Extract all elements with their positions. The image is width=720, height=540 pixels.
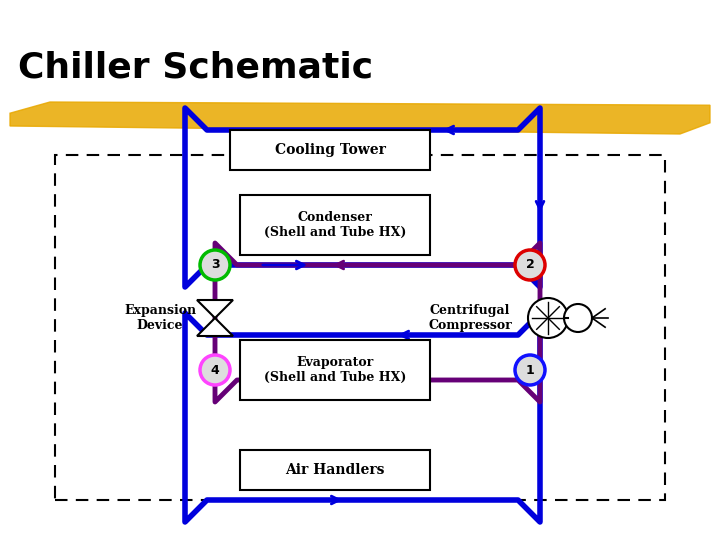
Bar <box>240 195 430 255</box>
Text: Condenser
(Shell and Tube HX): Condenser (Shell and Tube HX) <box>264 211 406 239</box>
Circle shape <box>528 298 568 338</box>
Circle shape <box>564 304 592 332</box>
Text: Centrifugal
Compressor: Centrifugal Compressor <box>428 304 512 332</box>
Bar <box>240 340 430 400</box>
Polygon shape <box>197 300 233 318</box>
Text: 1: 1 <box>526 363 534 376</box>
Circle shape <box>515 250 545 280</box>
Circle shape <box>200 250 230 280</box>
Bar <box>240 450 430 490</box>
Text: Evaporator
(Shell and Tube HX): Evaporator (Shell and Tube HX) <box>264 356 406 384</box>
Polygon shape <box>197 318 233 336</box>
Polygon shape <box>10 102 710 134</box>
Text: Air Handlers: Air Handlers <box>285 463 384 477</box>
Text: 4: 4 <box>211 363 220 376</box>
Circle shape <box>515 355 545 385</box>
Text: Expansion
Device: Expansion Device <box>124 304 196 332</box>
Text: 3: 3 <box>211 259 220 272</box>
Circle shape <box>200 355 230 385</box>
Bar <box>55 155 665 500</box>
Text: Chiller Schematic: Chiller Schematic <box>18 51 373 85</box>
Text: 2: 2 <box>526 259 534 272</box>
Text: Cooling Tower: Cooling Tower <box>274 143 385 157</box>
Bar <box>230 130 430 170</box>
